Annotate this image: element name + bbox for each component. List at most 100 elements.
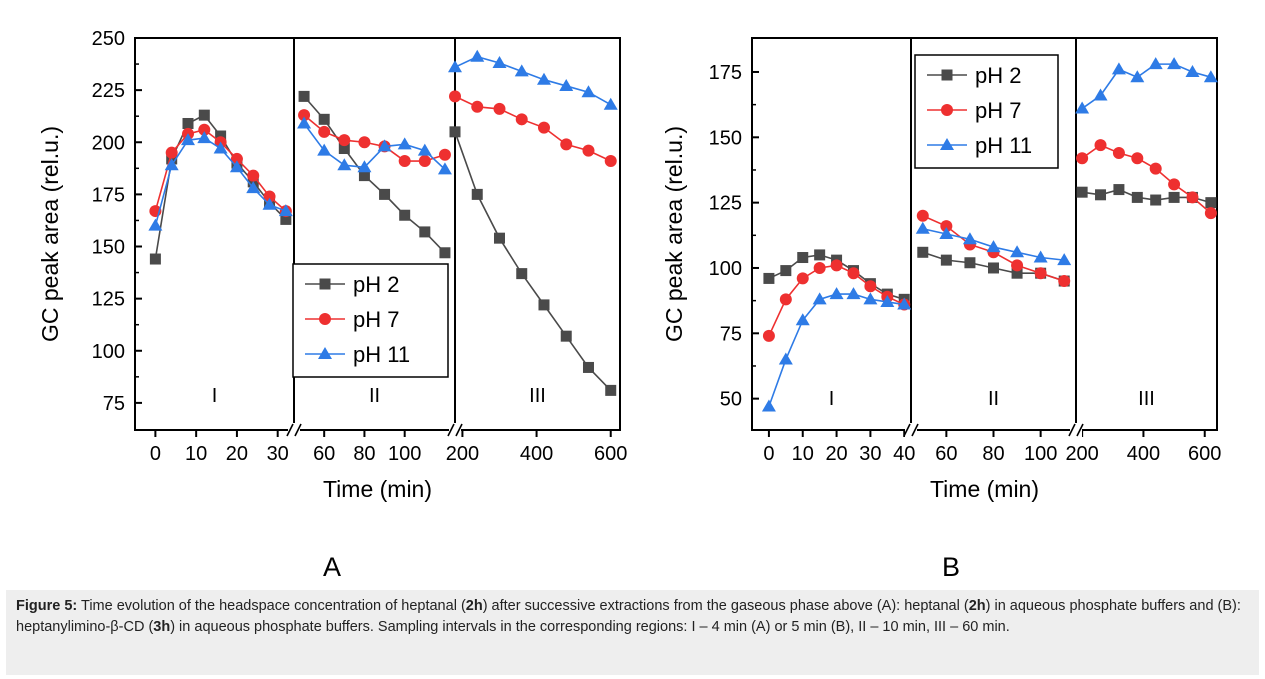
panel-b-data-point: [1076, 186, 1088, 198]
panel-b-data-point: [1186, 191, 1199, 204]
panel-a-data-point: [515, 113, 528, 126]
panel-a-data-point: [165, 146, 178, 159]
panel-b-data-point: [986, 240, 1001, 253]
panel-a-data-point: [197, 131, 212, 144]
panel-b-data-point: [1011, 259, 1024, 272]
panel-a-data-point: [338, 134, 351, 147]
panel-b-segment-label: II: [988, 388, 999, 410]
panel-a-x-tick-label: 200: [446, 443, 479, 465]
panel-b-data-point: [762, 329, 775, 342]
panel-a-data-point: [538, 299, 550, 311]
panel-b-data-point: [1011, 267, 1023, 279]
panel-a-data-point: [247, 169, 260, 182]
panel-a-data-point: [514, 64, 529, 77]
panel-a-data-point: [379, 188, 391, 200]
panel-a-y-tick-label: 150: [92, 237, 125, 259]
panel-b-legend-marker: [940, 138, 954, 150]
panel-b-data-point: [1150, 194, 1162, 206]
panel-b-data-point: [964, 257, 976, 269]
panel-b-x-tick-label: 60: [935, 443, 957, 465]
panel-a-data-point: [516, 268, 528, 280]
panel-a-x-tick-label: 10: [185, 443, 207, 465]
panel-b-data-point: [1168, 178, 1181, 191]
panel-b-data-point: [1094, 139, 1107, 152]
panel-b-y-axis-label: GC peak area (rel.u.): [661, 126, 687, 342]
panel-a-y-tick-label: 250: [92, 28, 125, 50]
panel-a-data-point: [338, 143, 350, 155]
panel-b-x-tick-label: 0: [763, 443, 774, 465]
panel-b-y-tick-label: 50: [720, 389, 742, 411]
panel-a-panel-letter: A: [323, 552, 341, 582]
panel-a-data-point: [493, 102, 506, 115]
panel-a-data-point: [182, 117, 194, 129]
panel-a-data-point: [582, 144, 595, 157]
panel-a-x-axis-label: Time (min): [323, 476, 432, 502]
panel-b-panel-letter: B: [942, 552, 960, 582]
panel-a-data-point: [559, 78, 574, 91]
panel-a-axis-break-mark: [447, 423, 455, 437]
panel-b-segment-frame: [751, 37, 912, 431]
panel-a-x-tick-label: 20: [226, 443, 248, 465]
panel-a-axis-break-mark: [455, 423, 463, 437]
panel-a-data-point: [358, 170, 370, 182]
panel-b-data-point: [1185, 64, 1200, 77]
panel-a-data-point: [358, 136, 371, 149]
panel-a-data-point: [297, 116, 312, 129]
panel-a-data-point: [398, 155, 411, 168]
panel-a-x-tick-label: 0: [150, 443, 161, 465]
panel-a-axis-break-mark: [286, 423, 294, 437]
panel-a-data-point: [263, 190, 276, 203]
panel-b-data-point: [1131, 191, 1143, 203]
panel-a-axis-break-mark: [294, 423, 302, 437]
panel-b-x-tick-label: 200: [1065, 443, 1098, 465]
panel-b-data-point: [847, 267, 860, 280]
panel-b-data-point: [1076, 152, 1089, 165]
figure-caption: Figure 5: Time evolution of the headspac…: [6, 590, 1259, 675]
panel-b-data-point: [988, 262, 999, 274]
panel-a-series-line: [454, 55, 612, 106]
panel-b-y-tick-label: 100: [709, 258, 742, 280]
panel-b-data-point: [915, 221, 930, 234]
panel-a-legend-label: pH 11: [353, 342, 410, 367]
panel-a-data-point: [246, 181, 261, 194]
panel-b-data-point: [761, 399, 776, 412]
panel-b-data-point: [1131, 152, 1144, 165]
panel-a-data-point: [448, 60, 462, 73]
panel-b-data-point: [814, 249, 826, 261]
panel-a-data-point: [262, 197, 277, 210]
panel-b-data-point: [897, 297, 912, 310]
panel-a-data-point: [471, 188, 483, 200]
panel-b-x-tick-label: 30: [859, 443, 881, 465]
panel-a-data-point: [537, 121, 550, 134]
panel-b-x-tick-label: 80: [982, 443, 1004, 465]
caption-compound-ref: 2h: [465, 598, 483, 614]
panel-a-x-tick-label: 400: [520, 443, 553, 465]
caption-compound-ref: 2h: [968, 598, 986, 614]
panel-b-data-point: [780, 265, 792, 277]
panel-b-data-point: [1033, 250, 1048, 263]
panel-a-data-point: [439, 247, 451, 259]
panel-b-data-point: [763, 272, 775, 284]
panel-b-data-point: [778, 352, 793, 365]
panel-a-data-point: [449, 90, 461, 103]
caption-text: ) in aqueous phosphate buffers and (B): …: [16, 598, 1241, 635]
panel-b-x-tick-label: 40: [893, 443, 915, 465]
panel-b-axis-break-mark: [911, 423, 919, 437]
panel-a-data-point: [318, 125, 331, 138]
panel-b-legend-marker: [941, 69, 953, 81]
panel-b-data-point: [830, 259, 843, 272]
panel-a-y-tick-label: 225: [92, 80, 125, 102]
panel-b-x-tick-label: 400: [1127, 443, 1160, 465]
panel-a-x-tick-label: 100: [388, 443, 421, 465]
caption-label: Figure 5:: [16, 598, 78, 614]
caption-text: ) after successive extractions from the …: [482, 598, 969, 614]
panel-b-data-point: [1149, 162, 1162, 175]
panel-a-data-point: [418, 155, 431, 168]
panel-b-segment-label: I: [829, 388, 835, 410]
panel-a-y-tick-label: 200: [92, 132, 125, 154]
panel-b-data-point: [1112, 146, 1125, 159]
caption-compound-ref: 3h: [153, 619, 171, 635]
panel-b-x-axis-label: Time (min): [930, 476, 1039, 502]
panel-b-segment-label: III: [1138, 388, 1155, 410]
